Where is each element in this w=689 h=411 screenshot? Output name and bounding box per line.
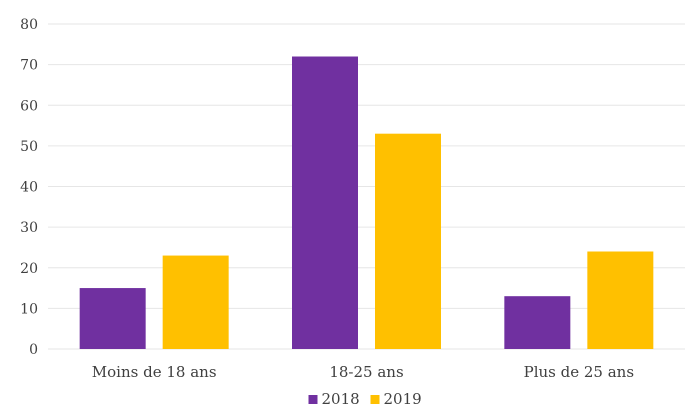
legend-label: 2019 bbox=[384, 390, 422, 408]
y-tick-label: 10 bbox=[20, 301, 38, 317]
legend-swatch bbox=[370, 395, 380, 404]
y-tick-label: 70 bbox=[20, 58, 38, 74]
bar-2018-2 bbox=[504, 296, 571, 349]
x-category-label: Moins de 18 ans bbox=[92, 363, 217, 381]
legend-label: 2018 bbox=[322, 390, 360, 408]
legend-swatch bbox=[308, 395, 318, 404]
bar-2019-1 bbox=[375, 133, 441, 349]
bar-2019-2 bbox=[587, 251, 654, 349]
gridlines bbox=[48, 23, 685, 350]
y-tick-label: 30 bbox=[20, 220, 38, 236]
bar-2018-0 bbox=[79, 288, 146, 349]
x-axis-categories: Moins de 18 ans 18-25 ans Plus de 25 ans bbox=[92, 363, 634, 381]
y-tick-label: 50 bbox=[20, 139, 38, 155]
y-axis-ticks: 0 10 20 30 40 50 60 70 80 bbox=[20, 17, 38, 358]
legend: 2018 2019 bbox=[308, 390, 422, 408]
y-tick-label: 80 bbox=[20, 17, 38, 33]
x-category-label: Plus de 25 ans bbox=[524, 363, 634, 381]
x-category-label: 18-25 ans bbox=[329, 363, 403, 381]
bar-2018-1 bbox=[292, 56, 358, 349]
bars bbox=[79, 56, 654, 349]
y-tick-label: 40 bbox=[20, 180, 38, 196]
y-tick-label: 60 bbox=[20, 98, 38, 114]
y-tick-label: 20 bbox=[20, 261, 38, 277]
y-tick-label: 0 bbox=[29, 342, 38, 358]
bar-2019-0 bbox=[162, 255, 229, 349]
